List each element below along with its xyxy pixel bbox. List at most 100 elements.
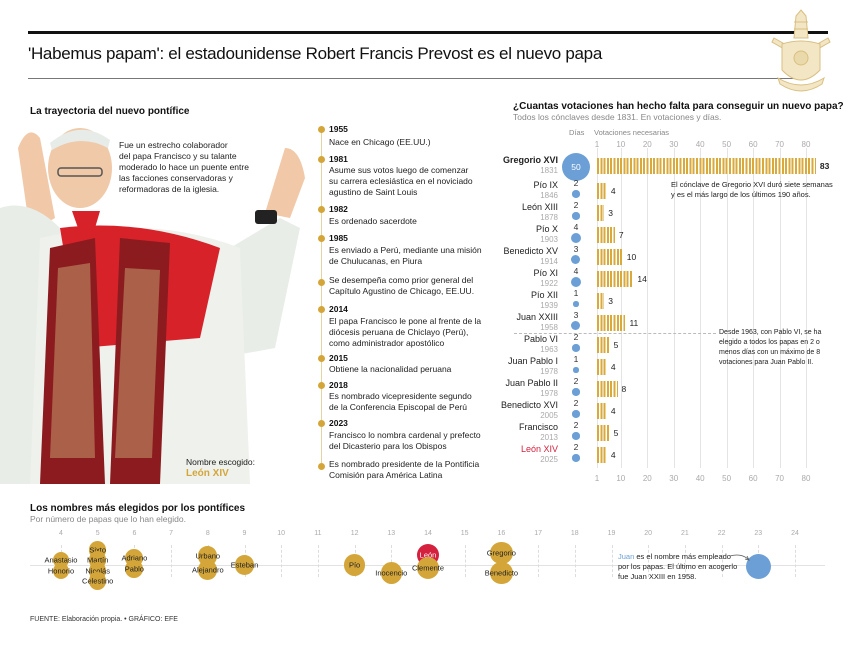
gridline (753, 148, 755, 468)
timeline-dot-icon (318, 463, 325, 470)
names-x-tick: 19 (607, 530, 616, 537)
names-gridline (684, 545, 686, 577)
pope-name: Pío IX (533, 180, 558, 190)
days-count: 4 (573, 266, 579, 276)
days-count: 2 (573, 178, 579, 188)
name-bubble (52, 562, 70, 580)
pope-name: Benedicto XVI (500, 400, 558, 410)
vote-count: 3 (608, 296, 614, 306)
vote-bar (597, 158, 816, 174)
pope-year: 2005 (540, 411, 558, 420)
names-x-tick: 7 (169, 530, 174, 537)
name-label: Urbano (195, 551, 221, 561)
name-bubble (490, 561, 513, 585)
gridline (806, 148, 807, 468)
pope-name: León XIV (520, 444, 558, 454)
name-label: Sixto (89, 545, 107, 555)
pope-name: León XIII (521, 202, 558, 212)
names-x-tick: 21 (680, 530, 689, 537)
days-bubble (572, 410, 580, 418)
timeline-dot-icon (318, 382, 325, 389)
timeline-dot-icon (318, 206, 325, 213)
vote-bar (597, 425, 610, 441)
vote-count: 4 (610, 186, 616, 196)
name-label: Martín (87, 555, 109, 565)
votes-chart-title: ¿Cuantas votaciones han hecho falta para… (513, 101, 844, 112)
intro-line: moderado lo hace un puente entre (119, 162, 249, 172)
timeline-dot-icon (318, 306, 325, 313)
note-line: Desde 1963, con Pablo VI, se ha (719, 329, 822, 336)
pope-name: Pablo VI (523, 334, 558, 344)
x-tick-bottom: 30 (669, 474, 679, 483)
intro-line: del papa Francisco y su talante (119, 151, 237, 161)
vote-count: 14 (637, 274, 647, 284)
name-bubble (198, 560, 218, 580)
pope-year: 1878 (540, 213, 558, 222)
timeline-text: agustino de Saint Louis (329, 187, 418, 197)
since-1963-divider (514, 333, 716, 334)
days-bubble (571, 255, 581, 265)
pope-year: 1922 (540, 279, 558, 288)
days-bubble (573, 367, 579, 373)
names-gridline (464, 545, 466, 577)
name-bubble (344, 554, 366, 576)
pope-name: Pío XI (533, 268, 558, 278)
pope-year: 1831 (540, 166, 558, 175)
x-tick-bottom: 70 (775, 474, 784, 483)
names-x-tick: 6 (132, 530, 137, 537)
names-x-tick: 10 (277, 530, 286, 537)
pope-name: Juan XXIII (516, 312, 558, 322)
note-line: es el nombre más empleado (634, 552, 731, 561)
days-bubble (572, 388, 580, 396)
names-x-tick: 24 (791, 530, 799, 537)
names-gridline (281, 545, 283, 577)
name-label: Celestino (82, 576, 114, 586)
pope-year: 1978 (540, 367, 558, 376)
arrow-icon (729, 554, 750, 561)
timeline-text: Asume sus votos luego de comenzar (329, 165, 469, 175)
timeline-text: diócesis peruana de Chiclayo (Perú), (329, 327, 469, 337)
vote-bar (597, 249, 623, 265)
days-bubble (572, 212, 580, 220)
vote-count: 4 (610, 450, 616, 460)
names-gridline (721, 545, 723, 577)
pope-year: 1846 (540, 191, 558, 200)
pope-year: 1958 (540, 323, 558, 332)
note-line: y es el más largo de los últimos 190 año… (671, 190, 811, 199)
name-label: Benedicto (484, 568, 519, 578)
pope-year: 1978 (540, 389, 558, 398)
x-tick-bottom: 50 (722, 474, 732, 483)
vote-count: 5 (613, 428, 619, 438)
name-label: Inocencio (375, 568, 408, 578)
timeline-text: Francisco lo nombra cardenal y prefecto (329, 430, 481, 440)
header-top-rule (28, 31, 828, 34)
x-tick-bottom: 40 (695, 474, 705, 483)
gridline (779, 148, 781, 468)
vote-count: 83 (819, 161, 830, 171)
x-tick-top: 70 (775, 140, 784, 149)
pope-name: Francisco (518, 422, 558, 432)
vote-count: 7 (618, 230, 624, 240)
x-tick-top: 60 (748, 140, 758, 149)
juan-note: Juan es el nombre más empleado por los p… (618, 552, 737, 582)
vote-bar (597, 205, 605, 221)
names-x-tick: 22 (717, 530, 726, 537)
pope-year: 1939 (540, 301, 558, 310)
vote-bar (597, 183, 607, 199)
timeline-text: su carrera eclesiástica en el noviciado (329, 176, 473, 186)
name-bubble (380, 562, 403, 584)
x-tick-bottom: 80 (801, 474, 811, 483)
timeline-year: 1981 (329, 154, 348, 164)
timeline-text: El papa Francisco le pone al frente de l… (329, 316, 482, 326)
pope-name: Juan Pablo I (507, 356, 558, 366)
days-bubble (562, 153, 590, 181)
vote-count: 4 (610, 406, 616, 416)
timeline-dot-icon (318, 420, 325, 427)
vote-bar (597, 403, 607, 419)
name-label: Nicolás (85, 566, 110, 576)
names-x-tick: 4 (59, 530, 63, 537)
juan-highlight: Juan (618, 552, 635, 561)
intro-line: las facciones conservadoras y (119, 173, 233, 183)
vote-bar (597, 447, 607, 463)
names-x-tick: 23 (754, 530, 763, 537)
